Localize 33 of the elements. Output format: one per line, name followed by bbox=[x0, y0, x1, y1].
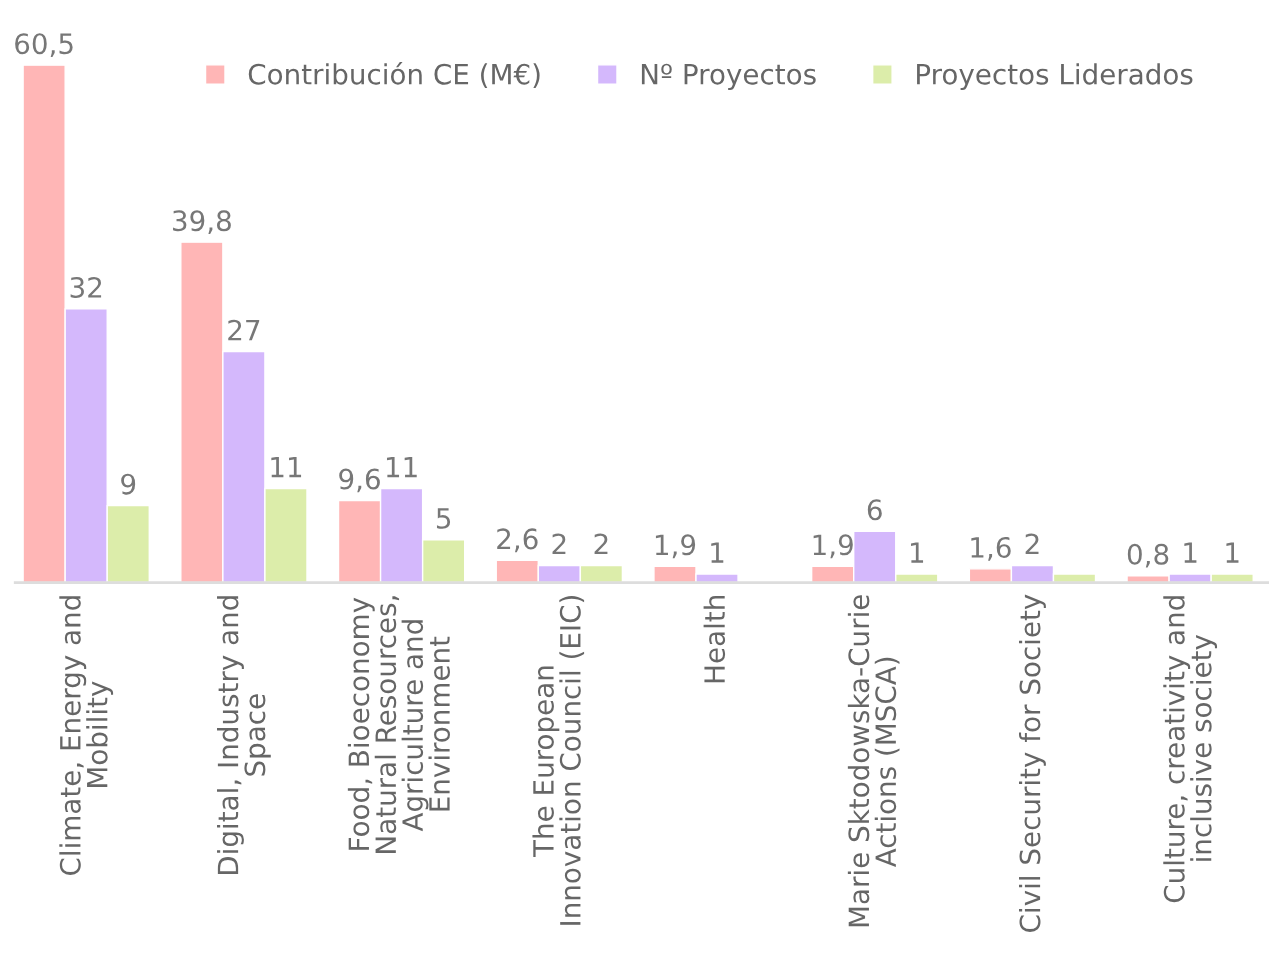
x-tick-label: Food, Bioeconomy Natural Resources, Agriculture and Environment bbox=[347, 596, 450, 853]
x-tick-label: The European Innovation Council (EIC) bbox=[532, 596, 585, 925]
data-label: 1,6 bbox=[971, 536, 1011, 561]
data-label: 5 bbox=[436, 508, 451, 529]
x-tick-label: Climate, Energy and Mobility bbox=[59, 596, 114, 875]
data-label: 9,6 bbox=[339, 468, 380, 493]
data-label: 2 bbox=[594, 533, 608, 555]
legend-label: Contribución CE (M€) bbox=[248, 62, 540, 88]
data-label: 1,9 bbox=[655, 534, 696, 559]
x-tick-label: Culture, creativity and inclusive society bbox=[1163, 596, 1218, 903]
x-tick-label: Civil Security for Society bbox=[1019, 594, 1046, 932]
legend-label: Nº Proyectos bbox=[641, 63, 816, 91]
data-label: 39,8 bbox=[173, 210, 231, 235]
data-label: 2 bbox=[1025, 533, 1039, 555]
data-label: 1,9 bbox=[813, 534, 853, 559]
data-label: 11 bbox=[386, 456, 417, 478]
data-label: 0,8 bbox=[1127, 543, 1169, 568]
legend-label: Proyectos Liderados bbox=[917, 63, 1193, 91]
x-tick-label: Marie Sktodowska-Curie Actions (MSCA) bbox=[847, 595, 900, 927]
data-label: 1 bbox=[911, 542, 924, 563]
data-label: 2 bbox=[552, 533, 566, 555]
data-label: 6 bbox=[867, 499, 882, 521]
x-tick-label: Health bbox=[703, 596, 726, 683]
data-label: 60,5 bbox=[15, 33, 73, 58]
data-label: 2,6 bbox=[497, 528, 538, 553]
data-label: 1 bbox=[1184, 542, 1197, 563]
x-tick-label: Digital, Industry and Space bbox=[217, 596, 271, 875]
data-label: 9 bbox=[121, 473, 136, 495]
data-label: 32 bbox=[70, 276, 102, 298]
data-label: 11 bbox=[271, 456, 302, 478]
data-label: 27 bbox=[228, 319, 260, 341]
data-label: 1 bbox=[711, 542, 724, 563]
data-label: 1 bbox=[1226, 542, 1239, 563]
